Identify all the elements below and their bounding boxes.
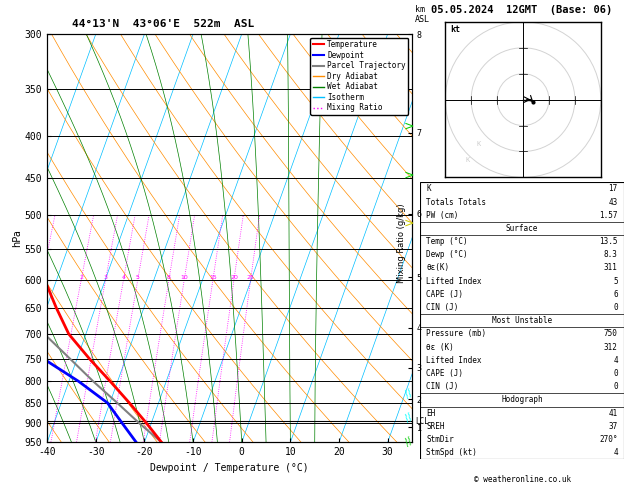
- Text: //: //: [404, 388, 414, 399]
- Text: 8: 8: [167, 275, 171, 279]
- Text: 13.5: 13.5: [599, 237, 618, 246]
- Text: 15: 15: [209, 275, 217, 279]
- Text: Temp (°C): Temp (°C): [426, 237, 468, 246]
- Text: 312: 312: [604, 343, 618, 352]
- Text: 43: 43: [609, 197, 618, 207]
- Y-axis label: hPa: hPa: [12, 229, 22, 247]
- Text: 8.3: 8.3: [604, 250, 618, 260]
- Text: >: >: [404, 169, 414, 181]
- Text: Hodograph: Hodograph: [501, 396, 543, 404]
- Text: 6: 6: [613, 290, 618, 299]
- Text: CAPE (J): CAPE (J): [426, 369, 464, 378]
- Text: CIN (J): CIN (J): [426, 382, 459, 391]
- Text: //: //: [404, 412, 414, 424]
- Text: Dewp (°C): Dewp (°C): [426, 250, 468, 260]
- Text: LCL: LCL: [416, 417, 430, 426]
- Text: EH: EH: [426, 409, 435, 417]
- Text: K: K: [426, 184, 431, 193]
- Text: Surface: Surface: [506, 224, 538, 233]
- Text: Mixing Ratio (g/kg): Mixing Ratio (g/kg): [397, 203, 406, 283]
- Text: 05.05.2024  12GMT  (Base: 06): 05.05.2024 12GMT (Base: 06): [431, 5, 613, 15]
- Text: θε (K): θε (K): [426, 343, 454, 352]
- Text: K: K: [466, 157, 470, 163]
- Text: K: K: [476, 141, 481, 147]
- Text: 311: 311: [604, 263, 618, 273]
- Text: θε(K): θε(K): [426, 263, 449, 273]
- Text: 5: 5: [136, 275, 140, 279]
- Text: Most Unstable: Most Unstable: [492, 316, 552, 325]
- Text: Lifted Index: Lifted Index: [426, 356, 482, 365]
- Text: CIN (J): CIN (J): [426, 303, 459, 312]
- Text: 4: 4: [613, 448, 618, 457]
- Text: StmDir: StmDir: [426, 435, 454, 444]
- Text: 17: 17: [609, 184, 618, 193]
- Text: 41: 41: [609, 409, 618, 417]
- Text: >: >: [404, 217, 414, 230]
- Text: CAPE (J): CAPE (J): [426, 290, 464, 299]
- Text: 37: 37: [609, 422, 618, 431]
- Text: 750: 750: [604, 330, 618, 338]
- Text: 5: 5: [613, 277, 618, 286]
- Text: Pressure (mb): Pressure (mb): [426, 330, 486, 338]
- Text: Lifted Index: Lifted Index: [426, 277, 482, 286]
- Text: SREH: SREH: [426, 422, 445, 431]
- Text: 0: 0: [613, 303, 618, 312]
- Text: 4: 4: [121, 275, 126, 279]
- Text: 20: 20: [230, 275, 238, 279]
- Text: PW (cm): PW (cm): [426, 211, 459, 220]
- Text: 44°13'N  43°06'E  522m  ASL: 44°13'N 43°06'E 522m ASL: [72, 19, 255, 29]
- Text: StmSpd (kt): StmSpd (kt): [426, 448, 477, 457]
- Text: 2: 2: [79, 275, 83, 279]
- Text: 270°: 270°: [599, 435, 618, 444]
- Text: //: //: [404, 436, 414, 448]
- Text: 4: 4: [613, 356, 618, 365]
- Legend: Temperature, Dewpoint, Parcel Trajectory, Dry Adiabat, Wet Adiabat, Isotherm, Mi: Temperature, Dewpoint, Parcel Trajectory…: [311, 38, 408, 115]
- Text: 0: 0: [613, 369, 618, 378]
- Text: 1.57: 1.57: [599, 211, 618, 220]
- Text: Totals Totals: Totals Totals: [426, 197, 486, 207]
- Text: 10: 10: [181, 275, 188, 279]
- Text: 0: 0: [613, 382, 618, 391]
- X-axis label: Dewpoint / Temperature (°C): Dewpoint / Temperature (°C): [150, 463, 309, 473]
- Text: >: >: [404, 120, 414, 133]
- Text: © weatheronline.co.uk: © weatheronline.co.uk: [474, 474, 571, 484]
- Text: 3: 3: [104, 275, 108, 279]
- Text: km
ASL: km ASL: [415, 5, 430, 24]
- Text: kt: kt: [450, 25, 460, 34]
- Text: 25: 25: [247, 275, 255, 279]
